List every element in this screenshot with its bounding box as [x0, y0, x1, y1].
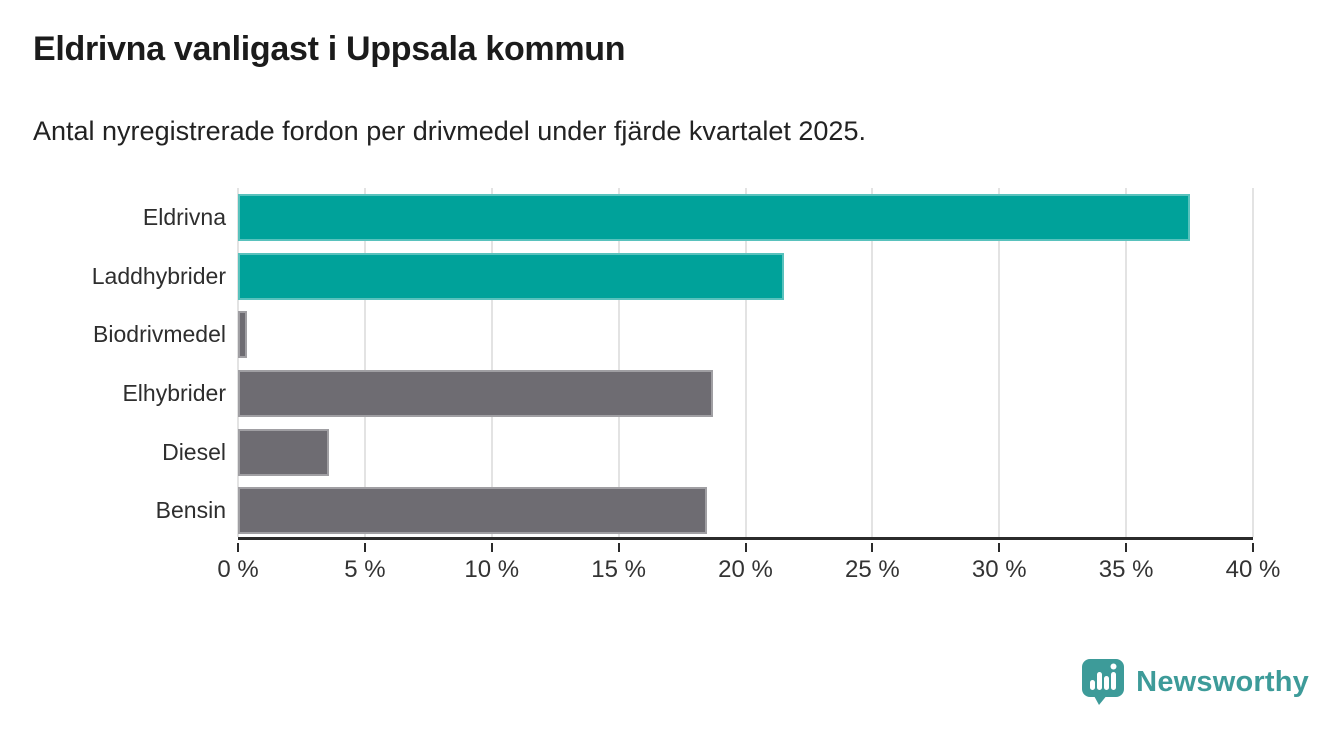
category-label: Elhybrider: [122, 379, 226, 406]
x-axis-tick-label: 20 %: [718, 556, 773, 583]
plot-area: [237, 188, 1254, 540]
x-axis-tick-label: 5 %: [344, 556, 386, 583]
x-axis-tick: [363, 543, 366, 552]
category-label: Bensin: [155, 497, 226, 524]
bar-eldrivna: [238, 193, 1190, 241]
x-axis-tick: [744, 543, 747, 552]
x-axis-tick-label: 30 %: [971, 556, 1027, 583]
x-axis-tick: [871, 543, 874, 552]
category-label: Laddhybrider: [91, 262, 226, 289]
x-axis-tick-label: 10 %: [464, 556, 520, 583]
x-axis-tick: [1252, 543, 1254, 552]
bar-biodrivmedel: [238, 311, 247, 359]
x-axis-ticks: [237, 543, 1254, 552]
chart-title: Eldrivna vanligast i Uppsala kommun: [33, 30, 626, 68]
x-axis-labels: 0 % 5 % 10 % 15 % 20 % 25 % 30 % 35 % 40 %: [217, 556, 1280, 588]
newsworthy-speech-bubble-chart-icon: [1082, 659, 1125, 705]
x-axis-tick: [1125, 543, 1128, 552]
newsworthy-logo: Newsworthy: [1081, 658, 1309, 706]
x-axis-tick: [490, 543, 493, 552]
chart-subtitle: Antal nyregistrerade fordon per drivmede…: [33, 116, 866, 146]
category-label: Diesel: [162, 438, 226, 465]
x-axis-tick-label: 25 %: [845, 556, 900, 583]
gridline: [617, 188, 620, 537]
category-label: Eldrivna: [142, 203, 226, 230]
bar-elhybrider: [238, 369, 713, 417]
bar-bensin: [238, 487, 708, 535]
x-axis-tick: [237, 543, 239, 552]
gridline: [1252, 188, 1254, 537]
x-axis-tick-label: 35 %: [1098, 556, 1154, 583]
gridline: [744, 188, 747, 537]
gridline: [871, 188, 874, 537]
newsworthy-wordmark: Newsworthy: [1136, 665, 1309, 698]
x-axis-tick-label: 40 %: [1225, 556, 1281, 583]
gridline: [1125, 188, 1128, 537]
x-axis-tick: [998, 543, 1001, 552]
x-axis-tick-label: 15 %: [591, 556, 646, 583]
gridline: [998, 188, 1001, 537]
bar-laddhybrider: [238, 252, 784, 300]
x-axis-tick-label: 0 %: [217, 556, 259, 583]
category-labels: Eldrivna Laddhybrider Biodrivmedel Elhybrid…: [0, 188, 226, 540]
gridline: [237, 188, 239, 537]
x-axis-tick: [617, 543, 620, 552]
category-label: Biodrivmedel: [93, 321, 226, 348]
gridline: [490, 188, 493, 537]
bar-diesel: [238, 428, 330, 476]
gridline: [363, 188, 366, 537]
